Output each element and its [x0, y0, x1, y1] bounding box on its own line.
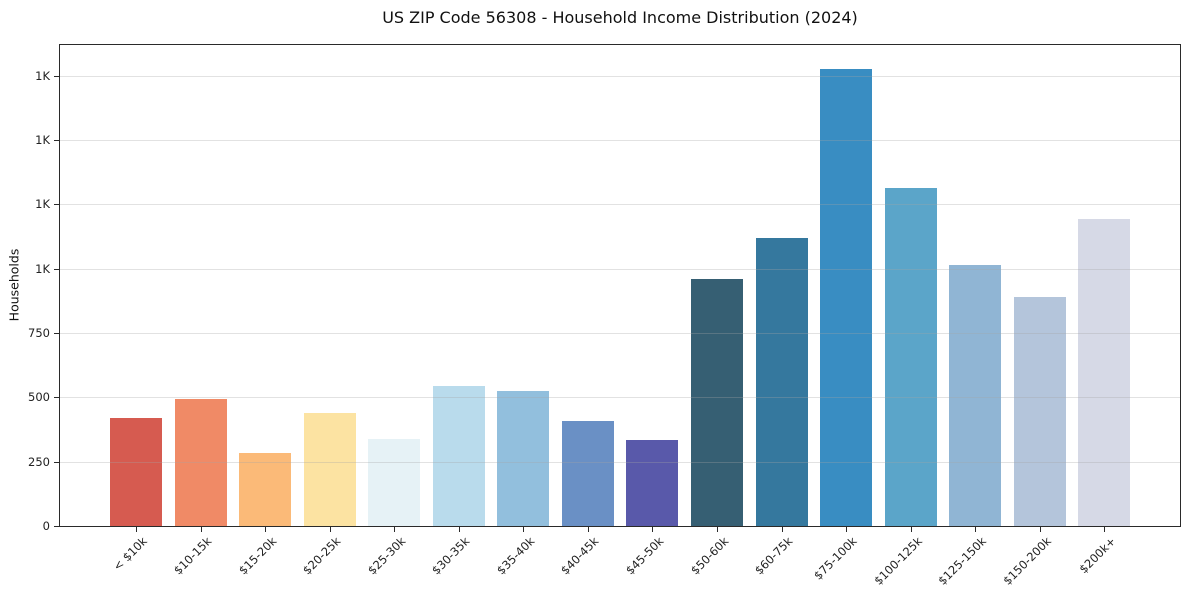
x-tick-mark — [394, 527, 396, 532]
y-tick-label: 1K — [35, 197, 50, 212]
x-tick-label: $10-15k — [171, 534, 215, 578]
gridline — [60, 397, 1180, 399]
x-tick-mark — [716, 527, 718, 532]
x-tick-label: $25-30k — [364, 534, 409, 578]
x-tick-mark — [846, 527, 848, 532]
y-tick-mark — [54, 526, 60, 527]
x-tick-label: $50-60k — [687, 534, 731, 578]
bar-$40-45k — [561, 420, 614, 526]
bar-$20-25k — [303, 412, 356, 526]
bar-$25-30k — [368, 438, 421, 526]
y-tick-mark — [54, 268, 60, 270]
bar-< $10k — [110, 417, 162, 526]
y-tick-label: 500 — [28, 390, 50, 405]
gridline — [60, 204, 1180, 206]
x-tick-mark — [523, 527, 525, 532]
x-tick-label: $125-150k — [935, 534, 990, 588]
bar-$35-40k — [497, 390, 550, 526]
bar-$150-200k — [1013, 297, 1066, 526]
x-tick-label: $15-20k — [235, 534, 280, 578]
x-tick-mark — [136, 527, 137, 532]
y-axis-label: Households — [6, 248, 22, 322]
x-tick-mark — [652, 527, 654, 532]
x-tick-label: $40-45k — [558, 534, 602, 578]
x-tick-mark — [1039, 527, 1041, 532]
y-tick-label: 1K — [35, 133, 50, 148]
plot-area — [59, 44, 1181, 527]
x-tick-label: < $10k — [110, 534, 150, 574]
x-tick-mark — [587, 527, 589, 532]
gridline — [60, 461, 1180, 463]
x-tick-label: $35-40k — [493, 534, 538, 578]
y-tick-mark — [54, 461, 60, 463]
x-tick-label: $20-25k — [300, 534, 344, 578]
x-tick-mark — [200, 527, 202, 532]
y-tick-label: 1K — [35, 261, 50, 276]
y-tick-label: 1K — [35, 68, 50, 83]
bar-$200k+ — [1078, 218, 1131, 526]
x-tick-mark — [975, 527, 977, 532]
x-tick-label: $150-200k — [999, 534, 1054, 588]
gridline — [60, 333, 1180, 335]
y-tick-mark — [54, 333, 60, 335]
x-tick-label: $30-35k — [429, 534, 473, 578]
y-tick-mark — [54, 397, 60, 399]
bar-$60-75k — [755, 237, 808, 526]
y-tick-mark — [54, 204, 60, 206]
x-tick-label: $100-125k — [870, 534, 925, 588]
y-tick-label: 250 — [28, 454, 50, 469]
y-tick-label: 0 — [42, 519, 50, 533]
x-tick-mark — [781, 527, 783, 532]
gridline — [60, 268, 1180, 270]
x-tick-mark — [1104, 527, 1106, 532]
bar-$50-60k — [690, 279, 743, 526]
x-tick-mark — [265, 527, 267, 532]
bar-$15-20k — [239, 452, 292, 526]
chart-title: US ZIP Code 56308 - Household Income Dis… — [382, 8, 858, 27]
x-tick-mark — [458, 527, 460, 532]
gridline — [60, 75, 1180, 77]
bar-$45-50k — [626, 439, 679, 526]
y-tick-mark — [54, 75, 60, 77]
x-tick-label: $45-50k — [622, 534, 667, 578]
bar-$75-100k — [820, 69, 873, 526]
bar-$10-15k — [174, 398, 227, 526]
x-tick-label: $75-100k — [811, 534, 860, 583]
x-tick-mark — [329, 527, 331, 532]
x-tick-mark — [910, 527, 912, 532]
x-tick-label: $200k+ — [1076, 534, 1119, 577]
gridline — [60, 140, 1180, 142]
bar-$30-35k — [432, 385, 485, 526]
y-tick-mark — [54, 140, 60, 142]
y-tick-label: 750 — [28, 326, 50, 341]
bar-$125-150k — [949, 264, 1002, 526]
bar-$100-125k — [884, 187, 937, 526]
x-tick-label: $60-75k — [751, 534, 796, 578]
